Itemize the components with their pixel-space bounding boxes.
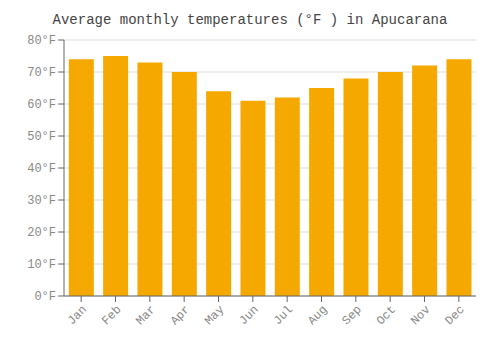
svg-text:80°F: 80°F xyxy=(27,34,56,48)
svg-text:0°F: 0°F xyxy=(34,290,56,304)
html-text:Average monthly temperatures (: Average monthly temperatures (°F ) in Ap… xyxy=(52,12,448,28)
svg-text:Nov: Nov xyxy=(408,303,433,328)
svg-text:70°F: 70°F xyxy=(27,66,56,80)
svg-text:50°F: 50°F xyxy=(27,130,56,144)
svg-text:20°F: 20°F xyxy=(27,226,56,240)
svg-text:Jul: Jul xyxy=(271,303,296,328)
svg-text:Apr: Apr xyxy=(168,303,193,328)
svg-text:Feb: Feb xyxy=(99,303,124,328)
svg-text:10°F: 10°F xyxy=(27,258,56,272)
svg-text:Dec: Dec xyxy=(443,303,468,328)
svg-text:Oct: Oct xyxy=(374,303,399,328)
svg-text:30°F: 30°F xyxy=(27,194,56,208)
svg-text:Aug: Aug xyxy=(305,303,330,328)
svg-text:Mar: Mar xyxy=(134,303,159,328)
svg-text:Jun: Jun xyxy=(237,303,262,328)
svg-text:Jan: Jan xyxy=(65,303,90,328)
svg-text:Sep: Sep xyxy=(340,303,365,328)
svg-text:May: May xyxy=(202,303,227,328)
svg-text:60°F: 60°F xyxy=(27,98,56,112)
svg-text:40°F: 40°F xyxy=(27,162,56,176)
